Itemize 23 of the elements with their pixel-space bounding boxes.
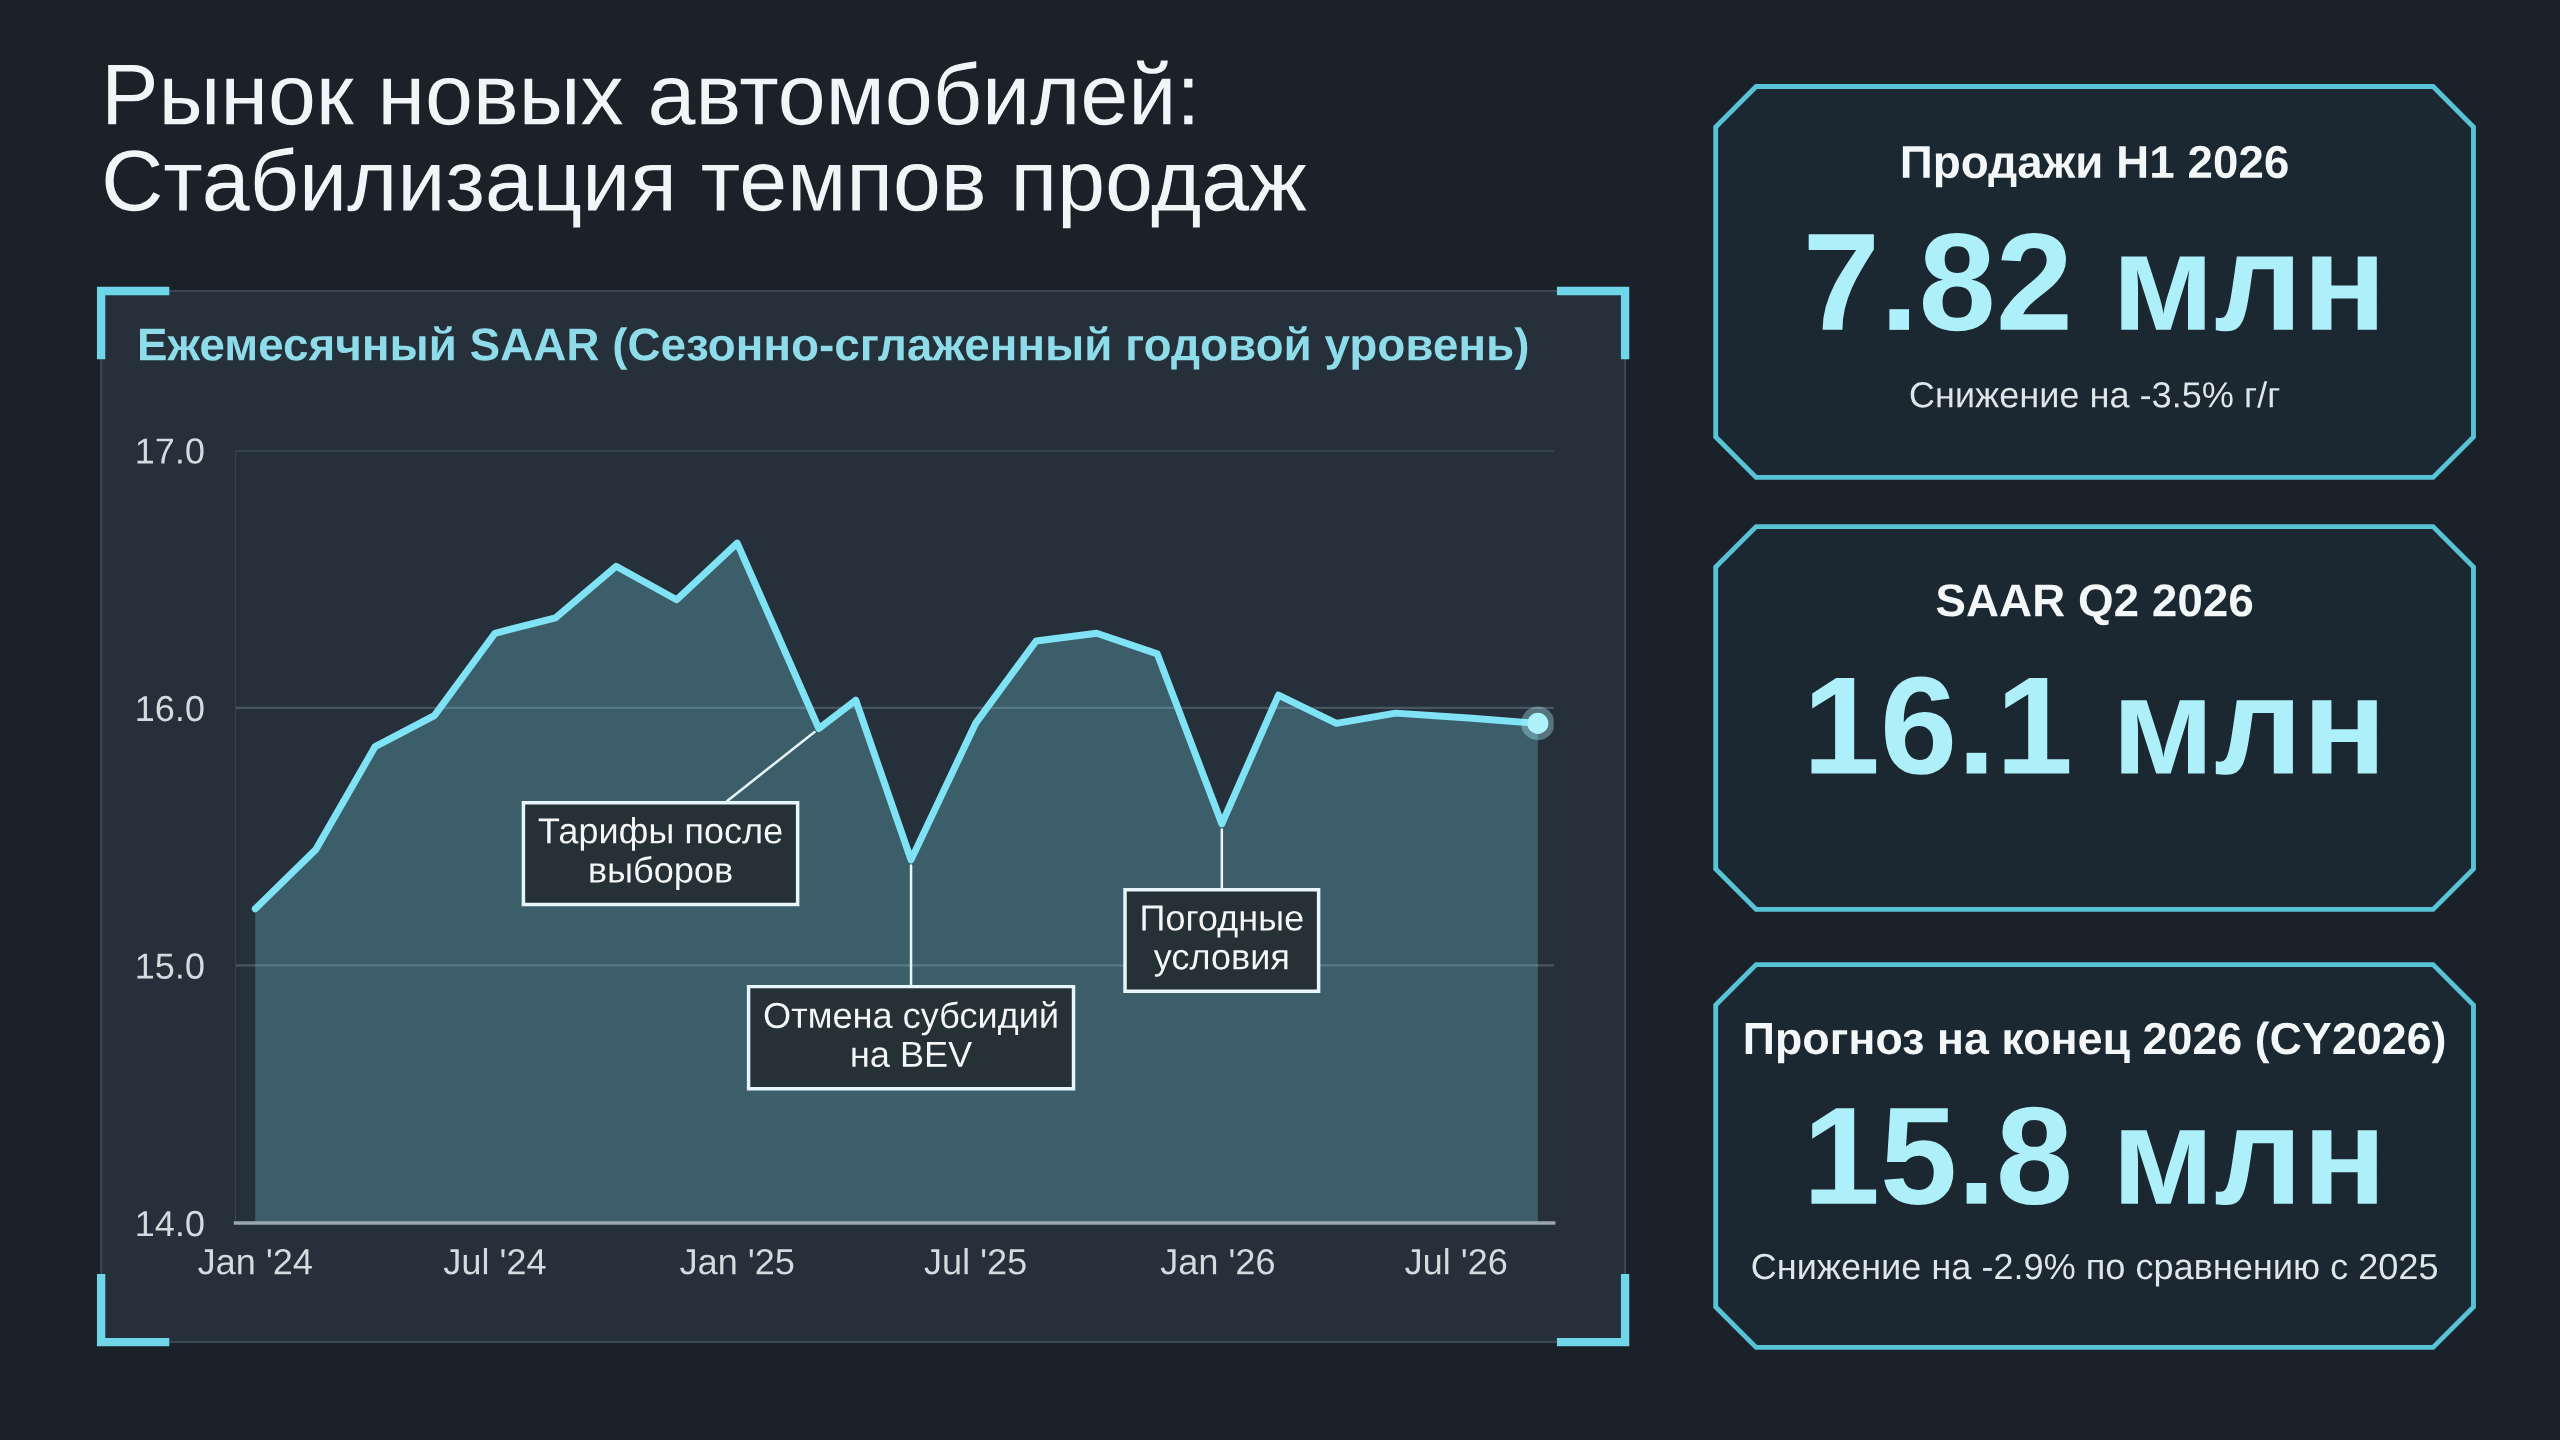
text: Прогноз на конец 2026 (CY2026) — [1745, 1021, 2445, 1064]
text: 7.82 млн — [1808, 232, 2377, 332]
chart-subtitle: Ежемесячный SAAR (Сезонно-сглаженный годовой уровень) — [140, 326, 1528, 370]
text: Продажи H1 2026 — [1902, 145, 2288, 188]
x-tick-label: Jan '26 — [1160, 1248, 1274, 1275]
text: 16.1 млн — [1811, 676, 2377, 775]
x-tick-label: Jan '25 — [680, 1248, 794, 1275]
x-tick-label: Jul '24 — [443, 1247, 546, 1275]
text: 15.8 млн — [1811, 1106, 2377, 1206]
x-tick-label: Jul '25 — [924, 1247, 1026, 1275]
y-tick-label: 15.0 — [137, 953, 204, 979]
annotation: Отмена субсидий на BEV — [764, 1001, 1057, 1068]
annotation: Погодные условия — [1142, 905, 1303, 977]
annotation: Тарифы после выборов — [538, 817, 782, 891]
text: Снижение на -2.9% по сравнению с 2025 — [1752, 1253, 2438, 1287]
text: SAAR Q2 2026 — [1936, 584, 2253, 626]
x-tick-label: Jan '24 — [198, 1248, 312, 1275]
text: Снижение на -3.5% г/г — [1910, 381, 2280, 408]
y-tick-label: 17.0 — [137, 438, 204, 464]
y-tick-label: 16.0 — [137, 695, 204, 722]
x-tick-label: Jul '26 — [1405, 1247, 1507, 1275]
chart-title: Рынок новых автомобилей: Стабилизация темпов продаж — [105, 60, 1307, 229]
y-tick-label: 14.0 — [137, 1210, 204, 1237]
